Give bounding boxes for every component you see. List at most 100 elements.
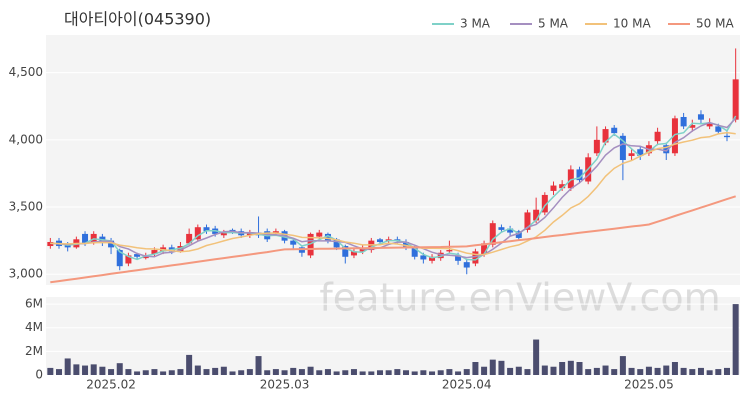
candle-body [628,153,635,156]
volume-bar [593,367,600,375]
candle-body [654,131,661,142]
legend-label: 3 MA [460,17,491,31]
volume-bar [645,366,652,375]
volume-bar [264,370,271,375]
volume-bar [498,360,505,375]
volume-bar [394,369,401,375]
ma-line [50,115,737,261]
volume-bar [481,366,488,375]
volume-bar [151,369,158,375]
x-tick-label: 2025.05 [624,378,674,392]
candle-body [290,240,297,245]
y-tick-label: 3,000 [9,267,43,281]
y-tick-label: 4M [25,320,43,334]
volume-bar [541,365,548,375]
volume-bar [290,367,297,375]
volume-bar [229,371,236,375]
candle-body [220,232,227,236]
volume-bar [732,304,739,375]
volume-bar [116,363,123,375]
candle-body [316,232,323,237]
y-tick-label: 4,000 [9,132,43,146]
volume-bar [723,367,730,375]
volume-bar [489,359,496,375]
volume-bar [550,366,557,375]
candle-body [715,126,722,132]
volume-bar [212,367,219,375]
candle-body [541,194,548,213]
legend-label: 10 MA [613,17,651,31]
volume-bar [73,364,80,375]
volume-bar [637,369,644,375]
volume-bar [203,369,210,375]
volume-bar [446,369,453,375]
candle-body [64,244,71,248]
chart-title: 대아티아이(045390) [64,10,211,29]
candle-body [559,184,566,189]
volume-bar [611,369,618,375]
candle-body [420,255,427,260]
volume-bar [715,369,722,375]
volume-bar [689,369,696,375]
volume-bar [108,369,115,375]
volume-bar [654,367,661,375]
candle-body [576,169,583,181]
y-tick-label: 2M [25,344,43,358]
candle-body [637,149,644,156]
volume-bar [359,371,366,375]
volume-bar [697,367,704,375]
candle-body [455,255,462,261]
x-tick-label: 2025.02 [86,378,136,392]
volume-bar [177,369,184,375]
volume-bar [411,371,418,375]
legend-label: 5 MA [538,17,569,31]
candle-body [663,145,670,154]
volume-bar [47,367,54,375]
candle-body [489,223,496,245]
volume-bar [663,365,670,375]
volume-bar [246,369,253,375]
candle-body [515,231,522,238]
volume-bar [125,369,132,375]
candle-body [671,118,678,154]
x-tick-label: 2025.03 [260,378,310,392]
volume-bar [186,354,193,375]
candle-body [246,232,253,236]
candle-body [550,185,557,191]
volume-bar [56,369,63,375]
candle-body [203,227,210,232]
volume-bar [619,356,626,375]
candle-body [732,79,739,120]
candle-body [324,233,331,241]
y-tick-label: 4,500 [9,65,43,79]
volume-bar [272,369,279,375]
volume-bar [307,366,314,375]
volume-bar [507,367,514,375]
candle-body [90,233,97,242]
volume-bar [463,369,470,375]
candle-body [533,209,540,221]
candle-body [125,255,132,264]
candle-body [186,233,193,244]
volume-bar [142,370,149,375]
volume-bar [472,362,479,375]
volume-bar [385,370,392,375]
ma-line [50,195,737,284]
volume-bar [168,370,175,375]
volume-bar [455,371,462,375]
candle-body [524,212,531,230]
volume-bar [316,370,323,375]
volume-bar [403,370,410,375]
volume-bar [680,367,687,375]
candle-body [689,125,696,128]
volume-bar [298,369,305,375]
volume-bar [602,365,609,375]
candle-body [333,239,340,248]
candle-body [411,247,418,257]
volume-bar [64,358,71,375]
candle-body [437,252,444,259]
volume-bar [324,369,331,375]
candle-body [602,129,609,143]
volume-bar [194,365,201,375]
candle-body [446,250,453,252]
